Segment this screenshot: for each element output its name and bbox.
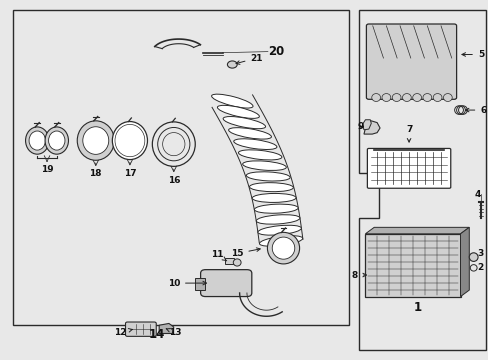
Text: 8: 8 (351, 270, 366, 279)
Polygon shape (460, 227, 468, 297)
Text: 5: 5 (461, 50, 483, 59)
Text: 17: 17 (123, 169, 136, 178)
FancyBboxPatch shape (125, 322, 156, 336)
Ellipse shape (412, 94, 421, 102)
Polygon shape (358, 10, 485, 350)
Text: 14: 14 (148, 328, 164, 341)
Ellipse shape (211, 94, 252, 108)
Text: 18: 18 (89, 170, 102, 179)
Text: 2: 2 (476, 264, 482, 273)
Text: 6: 6 (465, 105, 486, 114)
Ellipse shape (242, 161, 286, 170)
Polygon shape (362, 120, 370, 130)
Ellipse shape (252, 193, 295, 202)
Ellipse shape (371, 94, 380, 102)
Text: 3: 3 (476, 249, 482, 258)
Bar (13, 10, 348, 325)
Bar (224, 258, 233, 264)
Text: 13: 13 (166, 328, 181, 337)
Ellipse shape (256, 215, 299, 224)
Ellipse shape (29, 131, 45, 150)
Ellipse shape (112, 122, 147, 159)
Ellipse shape (391, 94, 400, 102)
Ellipse shape (48, 131, 65, 150)
Ellipse shape (77, 121, 114, 160)
Text: 16: 16 (167, 176, 180, 185)
FancyBboxPatch shape (366, 24, 456, 99)
Polygon shape (365, 227, 468, 234)
Text: 11: 11 (211, 250, 226, 261)
Ellipse shape (259, 236, 302, 246)
FancyBboxPatch shape (366, 148, 450, 188)
Text: 9: 9 (357, 122, 363, 131)
Text: 12: 12 (114, 328, 132, 337)
Ellipse shape (238, 150, 281, 160)
Ellipse shape (432, 94, 441, 102)
Ellipse shape (115, 125, 144, 157)
Ellipse shape (254, 204, 298, 213)
Text: 21: 21 (236, 54, 263, 64)
Bar (365, 234, 460, 297)
FancyBboxPatch shape (200, 270, 251, 297)
Ellipse shape (45, 127, 68, 154)
Ellipse shape (468, 253, 477, 261)
Text: 15: 15 (230, 248, 260, 258)
Polygon shape (363, 121, 379, 134)
Ellipse shape (402, 94, 410, 102)
Ellipse shape (233, 259, 241, 266)
Ellipse shape (227, 61, 237, 68)
Ellipse shape (267, 232, 299, 264)
Ellipse shape (272, 237, 294, 259)
Ellipse shape (82, 127, 108, 154)
Text: 7: 7 (405, 125, 411, 142)
Ellipse shape (25, 127, 49, 154)
Ellipse shape (228, 128, 271, 139)
Ellipse shape (249, 183, 293, 192)
Text: 1: 1 (413, 301, 421, 314)
Ellipse shape (246, 172, 289, 181)
Bar (194, 278, 205, 290)
Text: 20: 20 (267, 45, 284, 58)
Ellipse shape (257, 225, 301, 235)
Ellipse shape (223, 117, 265, 129)
Ellipse shape (381, 94, 390, 102)
Text: 4: 4 (473, 190, 480, 199)
Ellipse shape (443, 94, 451, 102)
Ellipse shape (217, 105, 259, 118)
Text: 10: 10 (167, 279, 206, 288)
Text: 19: 19 (41, 166, 53, 175)
Ellipse shape (233, 139, 276, 149)
Polygon shape (159, 323, 173, 333)
Ellipse shape (422, 94, 431, 102)
